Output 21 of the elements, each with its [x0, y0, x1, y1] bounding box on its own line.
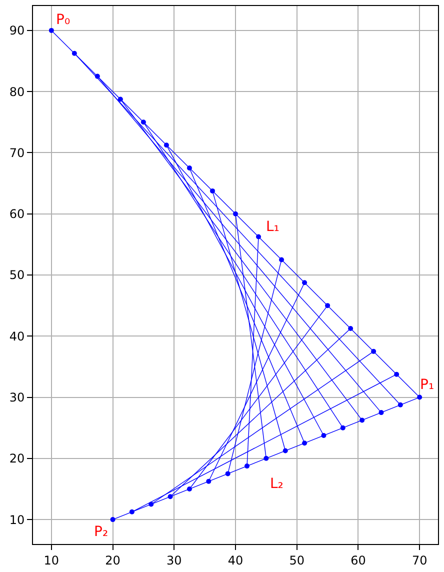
x-tick-label: 30 — [166, 553, 182, 568]
y-tick-label: 70 — [9, 146, 25, 160]
y-tick-label: 40 — [9, 329, 25, 344]
x-tick-label: 70 — [412, 553, 428, 568]
annotation: P₁ — [420, 377, 434, 393]
y-tick-label: 20 — [9, 452, 25, 466]
annotation: P₀ — [56, 12, 70, 28]
x-tick-label: 10 — [44, 553, 60, 568]
x-tick-label: 40 — [228, 553, 244, 568]
x-tick-label: 60 — [350, 553, 366, 568]
y-tick-label: 90 — [9, 24, 25, 38]
annotation: L₂ — [270, 476, 284, 492]
annotation: P₂ — [94, 524, 108, 540]
x-tick-label: 20 — [105, 553, 120, 568]
y-tick-label: 10 — [9, 512, 25, 527]
y-tick-label: 60 — [9, 207, 25, 222]
annotation: L₁ — [266, 219, 280, 235]
y-tick-label: 30 — [9, 390, 25, 404]
y-tick-label: 50 — [9, 268, 25, 282]
x-tick-label: 50 — [289, 553, 304, 568]
y-tick-label: 80 — [9, 84, 25, 99]
